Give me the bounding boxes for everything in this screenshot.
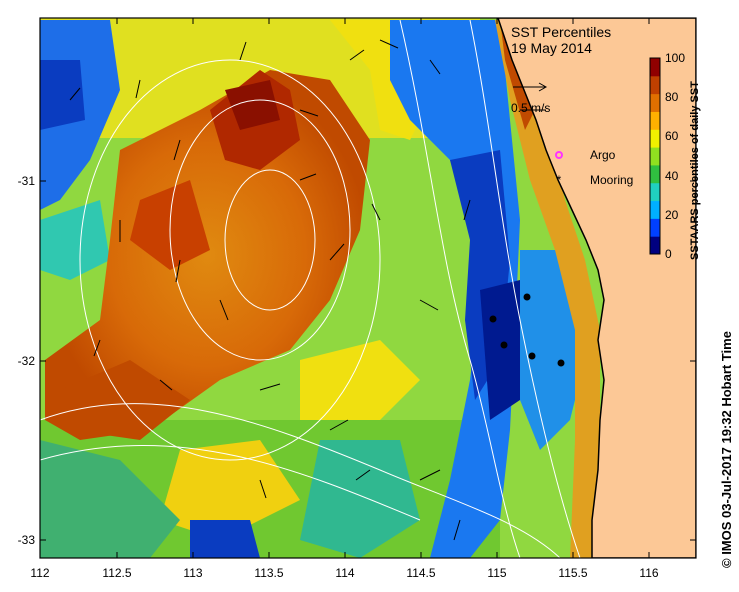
map-date: 19 May 2014 xyxy=(511,40,592,56)
x-tick-label: 113.5 xyxy=(254,566,283,580)
colorbar-swatch xyxy=(650,93,660,112)
colorbar-tick: 80 xyxy=(665,90,679,104)
mooring-markers xyxy=(489,293,565,367)
x-tick-label: 114 xyxy=(335,566,354,580)
velocity-scale-label: 0.5 m/s xyxy=(511,101,550,115)
argo-marker-icon xyxy=(555,151,563,159)
land-mass xyxy=(497,18,696,558)
mooring-legend-label: Mooring xyxy=(590,173,633,187)
credit-text: © IMOS 03-Jul-2017 19:32 Hobart Time xyxy=(719,331,734,568)
x-tick-marks xyxy=(39,18,696,558)
colorbar-swatch xyxy=(650,218,660,237)
velocity-scale: 0.5 m/s xyxy=(511,82,550,115)
x-tick-label: 115.5 xyxy=(558,566,587,580)
mooring-marker-icon: * xyxy=(557,173,562,187)
sst-contours xyxy=(40,19,581,558)
colorbar-swatch xyxy=(650,200,660,219)
y-tick-label: -33 xyxy=(18,533,36,547)
x-tick-label: 116 xyxy=(639,566,658,580)
colorbar-swatch xyxy=(650,164,660,184)
colorbar-tick: 100 xyxy=(665,51,685,65)
colorbar-label: SSTAARS percentiles of daily SST xyxy=(689,81,701,260)
colorbar-tick: 20 xyxy=(665,208,679,222)
argo-legend-label: Argo xyxy=(590,148,616,162)
colorbar-swatch xyxy=(650,75,660,95)
x-axis-labels: 112 112.5 113 113.5 114 114.5 115 115.5 … xyxy=(30,566,658,580)
map-title: SST Percentiles xyxy=(511,24,611,40)
plot-frame xyxy=(39,17,697,559)
colorbar-tick: 40 xyxy=(665,169,679,183)
colorbar-tick: 0 xyxy=(665,247,672,261)
y-tick-label: -31 xyxy=(18,174,36,188)
colorbar-swatch xyxy=(650,111,660,130)
colorbar-swatch xyxy=(650,182,660,202)
x-tick-label: 114.5 xyxy=(406,566,435,580)
x-tick-label: 112.5 xyxy=(102,566,131,580)
colorbar-swatch xyxy=(650,129,660,148)
y-tick-label: -32 xyxy=(18,354,36,368)
y-axis-labels: -31 -32 -33 xyxy=(18,174,36,547)
sst-field xyxy=(40,18,696,558)
x-tick-label: 113 xyxy=(183,566,202,580)
colorbar-tick: 60 xyxy=(665,129,679,143)
x-tick-label: 112 xyxy=(30,566,49,580)
current-vectors xyxy=(69,39,546,541)
colorbar: 100 80 60 40 20 0 SSTAARS percentiles of… xyxy=(649,51,701,261)
colorbar-swatch xyxy=(650,236,660,255)
colorbar-swatch xyxy=(650,58,660,77)
colorbar-swatch xyxy=(650,147,660,166)
x-tick-label: 115 xyxy=(487,566,506,580)
marker-legend: Argo * Mooring xyxy=(555,148,633,187)
